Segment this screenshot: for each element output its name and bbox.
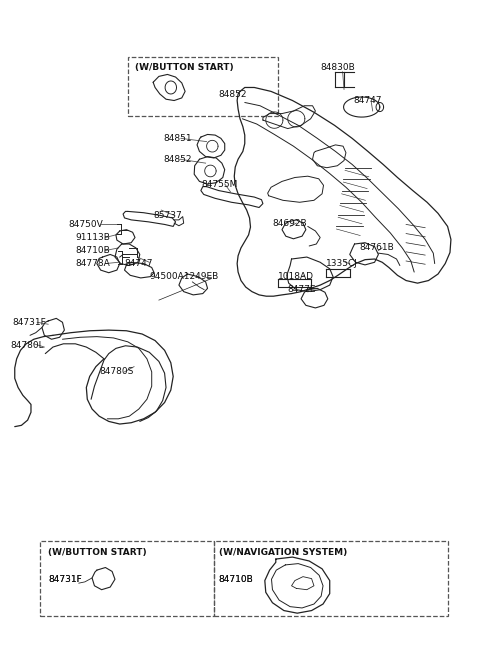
Text: 84747: 84747 (354, 96, 382, 105)
Text: (W/BUTTON START): (W/BUTTON START) (48, 548, 147, 557)
Text: 1018AD: 1018AD (278, 272, 314, 281)
Text: 84830B: 84830B (320, 64, 355, 73)
Text: 84710B: 84710B (218, 575, 253, 584)
Text: (W/NAVIGATION SYSTEM): (W/NAVIGATION SYSTEM) (218, 548, 347, 557)
Text: 84852: 84852 (164, 155, 192, 164)
Text: 91113B: 91113B (75, 233, 110, 242)
Text: 84761B: 84761B (360, 244, 394, 252)
Text: 85737: 85737 (153, 211, 182, 220)
Text: 84851: 84851 (164, 134, 192, 143)
Text: 84731F: 84731F (48, 575, 82, 584)
Text: 84692B: 84692B (273, 219, 307, 228)
Text: 84731F: 84731F (48, 575, 82, 584)
Text: 84747: 84747 (124, 259, 153, 268)
Bar (128, 57, 278, 115)
Text: (W/BUTTON START): (W/BUTTON START) (135, 64, 234, 72)
Text: 84852: 84852 (218, 90, 247, 98)
Text: 1335CJ: 1335CJ (326, 259, 358, 268)
Text: 84750V: 84750V (68, 220, 103, 229)
Text: 8477E: 8477E (288, 285, 316, 294)
Text: 84710B: 84710B (218, 575, 253, 584)
Text: 84710B: 84710B (75, 246, 110, 255)
Text: 84780L: 84780L (10, 341, 44, 350)
Text: 84780S: 84780S (99, 367, 133, 377)
Text: 84755M: 84755M (202, 179, 238, 189)
Text: 94500A1249EB: 94500A1249EB (149, 272, 218, 281)
Bar (39, 541, 214, 616)
Text: 84778A: 84778A (75, 259, 110, 268)
Bar (214, 541, 447, 616)
Text: 84731F: 84731F (12, 318, 46, 327)
